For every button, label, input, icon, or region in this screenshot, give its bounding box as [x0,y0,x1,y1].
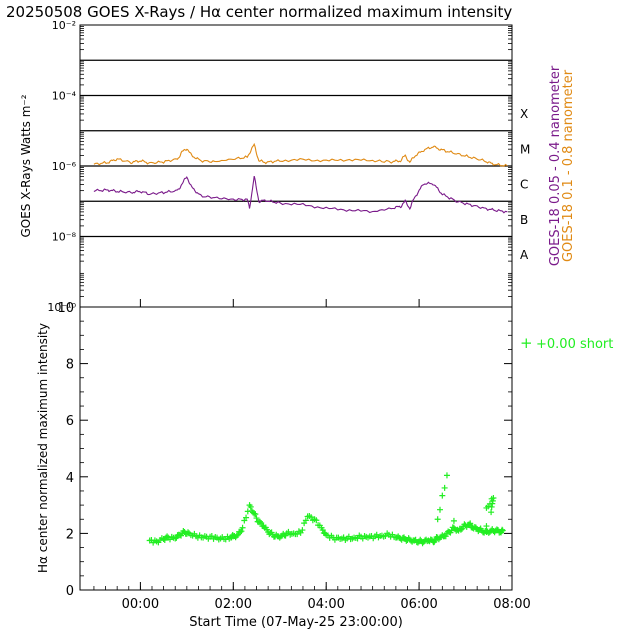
halpha-point [384,530,391,537]
halpha-point [319,526,326,533]
halpha-point [243,514,250,521]
flare-class-B: B [520,213,528,227]
halpha-point [282,532,289,539]
halpha-point [276,534,283,541]
halpha-point [442,533,449,540]
halpha-point [252,511,259,518]
xtick-label-3: 06:00 [400,597,437,612]
halpha-point [151,537,158,544]
halpha-point [247,503,254,510]
halpha-legend-label: +0.00 short [536,337,613,352]
halpha-point [233,532,240,539]
halpha-point [493,526,500,533]
halpha-point [490,528,497,535]
halpha-ytick-label-0: 0 [66,584,74,599]
xtick-label-4: 08:00 [493,597,530,612]
flare-class-C: C [520,178,528,192]
flare-class-M: M [520,142,530,156]
legend-goes-short: GOES-18 0.05 - 0.4 nanometer [548,65,563,266]
halpha-point [328,532,335,539]
halpha-point [431,537,438,544]
halpha-ylabel: Hα center normalized maximum intensity [36,323,50,573]
halpha-point [173,534,180,541]
xray-layer: 10⁻¹⁰ 10⁻⁸ 10⁻⁶ 10⁻⁴ 10⁻² X M C B A [47,19,530,314]
halpha-point [401,534,407,541]
halpha-point [302,517,309,524]
halpha-ytick-label-5: 10 [57,301,74,316]
halpha-point [205,535,212,542]
halpha-point [299,527,306,534]
halpha-point [499,526,506,533]
halpha-point [313,517,320,524]
halpha-point [439,492,446,499]
halpha-point [258,519,265,526]
halpha-point [471,523,478,530]
goes-short-series [93,175,508,214]
legend-goes-long: GOES-18 0.1 - 0.8 nanometer [561,69,576,262]
halpha-point [434,516,441,523]
halpha-point [457,526,464,533]
halpha-point [232,534,239,541]
halpha-point [459,525,466,532]
halpha-point [237,529,244,536]
halpha-point [467,520,474,527]
flare-class-X: X [520,107,528,121]
halpha-point [473,524,479,531]
halpha-point [335,534,342,541]
halpha-point [257,518,263,525]
xray-ytick-label-0: 10⁻¹⁰ [47,301,76,314]
halpha-legend-marker: + [520,334,533,352]
halpha-point [253,515,260,522]
flare-class-A: A [520,248,529,262]
halpha-point [162,534,169,541]
halpha-point [191,530,198,537]
halpha-point [238,528,245,535]
halpha-ytick-label-1: 2 [66,527,74,542]
halpha-point [308,514,315,521]
xtick-label-0: 00:00 [122,597,159,612]
halpha-point [441,484,448,491]
halpha-point [450,517,457,524]
halpha-point [239,524,246,531]
halpha-ytick-label-3: 6 [66,414,74,429]
halpha-point [477,525,484,532]
xtick-label-2: 04:00 [307,597,344,612]
halpha-point [295,528,302,535]
x-axis-label: Start Time (07-May-25 23:00:00) [189,615,403,630]
halpha-point [268,529,275,536]
xray-ytick-label-1: 10⁻⁸ [52,231,77,244]
xray-ytick-label-3: 10⁻⁴ [52,90,77,103]
figure-title: 20250508 GOES X-Rays / Hα center normali… [6,3,512,21]
xray-ytick-label-2: 10⁻⁶ [52,160,77,173]
halpha-ytick-label-2: 4 [66,471,74,486]
halpha-layer: 0 2 4 6 8 10 00:00 02:00 04:00 06:00 08:00 [57,301,530,612]
halpha-point [476,526,483,533]
halpha-point [212,534,219,541]
halpha-point [485,529,492,536]
xray-ytick-label-4: 10⁻² [52,19,76,32]
halpha-point [483,523,490,530]
halpha-point [198,534,205,541]
halpha-point [316,522,323,529]
halpha-point [349,535,356,542]
halpha-point [185,529,191,536]
halpha-ytick-label-4: 8 [66,358,74,373]
halpha-point [443,472,450,479]
halpha-point [219,534,226,541]
halpha-point [342,537,349,544]
halpha-panel-frame [79,306,513,591]
halpha-point [437,506,443,513]
halpha-point [488,503,495,510]
halpha-point [453,527,460,534]
halpha-point [263,526,270,533]
halpha-point [356,532,363,539]
halpha-point [370,535,377,542]
xtick-label-1: 02:00 [215,597,252,612]
halpha-point [439,532,446,539]
xray-ylabel: GOES X-Rays Watts m⁻² [19,94,33,237]
halpha-point [354,535,361,542]
halpha-point [488,509,495,516]
goes-long-series [93,142,508,167]
